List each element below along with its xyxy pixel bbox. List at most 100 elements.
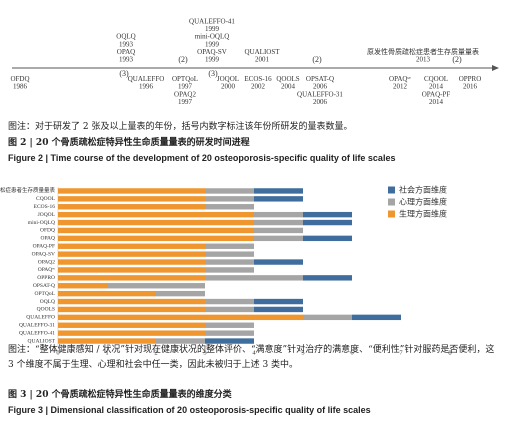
scale-name: QUALIOST <box>245 48 281 56</box>
bar-segment <box>58 267 205 273</box>
bar-segment <box>58 283 107 289</box>
scale-name: OPAQ2 <box>174 90 196 98</box>
legend-swatch <box>388 186 395 194</box>
year-count: (3) <box>119 69 129 78</box>
y-tick-label: QUALEFFO <box>26 315 55 321</box>
bar-segment <box>58 188 205 194</box>
y-tick-label: OPAQˢᵛ <box>38 267 56 273</box>
scale-year: 1986 <box>13 83 28 91</box>
scale-name: CQOOL <box>424 75 448 83</box>
y-tick-label: 原发性骨质疏松症患者生存质量量表 <box>0 186 55 194</box>
bar-segment <box>205 243 254 249</box>
x-tick-label: 7 <box>399 349 403 356</box>
scale-name: QUALEFFO-31 <box>297 90 343 98</box>
scale-year: 1993 <box>119 56 134 64</box>
year-count: (2) <box>312 55 322 64</box>
y-tick-label: ECOS-16 <box>34 204 56 210</box>
bar-segment <box>58 322 205 328</box>
y-tick-label: JOQOL <box>38 212 56 218</box>
bar-segment <box>205 306 254 313</box>
y-tick-label: QUALEFFO-31 <box>19 323 55 329</box>
bar-segment <box>303 314 352 321</box>
scale-name: JOQOL <box>217 75 239 83</box>
y-tick-label: mini-OQLQ <box>28 220 55 226</box>
bar-segment <box>205 267 254 273</box>
legend-label: 心理方面维度 <box>399 197 447 207</box>
bar-segment <box>205 196 254 202</box>
y-tick-label: OPAQ-PF <box>33 244 55 250</box>
scale-year: 1999 <box>205 40 220 48</box>
bar-segment <box>58 330 205 336</box>
bar-segment <box>205 204 254 210</box>
bar-segment <box>254 219 303 226</box>
bar-segment <box>58 314 303 321</box>
legend-swatch <box>388 210 395 218</box>
x-tick-label: 2 <box>154 349 157 356</box>
scale-year: 2014 <box>429 98 444 106</box>
y-tick-label: OPAQ2 <box>38 259 55 265</box>
year-count: (2) <box>178 55 188 64</box>
scale-year: 2002 <box>251 83 266 91</box>
bar-segment <box>107 283 205 289</box>
scale-year: 1997 <box>178 98 193 106</box>
y-tick-label: QOOLS <box>37 307 55 313</box>
figure3-note: 图注：“整体健康感知 / 状况”针对现在健康状况的整体评价、“满意度”针对治疗的… <box>8 345 495 370</box>
scale-year: 2000 <box>221 83 236 91</box>
bar-segment <box>58 275 205 281</box>
scale-year: 2012 <box>393 83 408 91</box>
legend-label: 社会方面维度 <box>399 185 447 195</box>
bar-segment <box>58 204 205 210</box>
scale-year: 1996 <box>139 83 154 91</box>
bar-segment <box>303 275 352 281</box>
bar-segment <box>58 235 254 242</box>
year-count: (3) <box>208 69 218 78</box>
bar-segment <box>205 251 254 257</box>
x-tick-label: 8 <box>448 349 451 356</box>
bar-segment <box>58 219 254 226</box>
scale-name: OPAQ <box>117 48 135 56</box>
scale-name: QUALEFFO <box>128 75 165 83</box>
scale-name: mini-OQLQ <box>195 33 230 41</box>
timeline-arrow <box>492 65 499 71</box>
bar-segment <box>58 298 205 305</box>
figure3-title-en: Figure 3 | Dimensional classification of… <box>8 405 371 415</box>
scale-name: OPAQ-SV <box>197 48 227 56</box>
bar-segment <box>352 314 401 321</box>
y-tick-label: OQLQ <box>40 299 55 305</box>
y-tick-label: QUALIOST <box>28 338 56 344</box>
bar-segment <box>58 251 205 257</box>
scale-name: OPAQˢᵛ <box>389 75 412 83</box>
x-tick-label: 4 <box>252 349 256 356</box>
figure2-note: 图注：对于研发了 2 张及以上量表的年份，括号内数字标注该年份所研发的量表数量。 <box>8 122 353 132</box>
scale-year: 2013 <box>416 56 431 64</box>
y-tick-label: OPTQoL <box>35 291 56 297</box>
bar-segment <box>58 227 254 234</box>
scale-name: OPPRO <box>459 75 482 83</box>
scale-name: OPTQoL <box>172 75 198 83</box>
bar-segment <box>205 188 254 194</box>
scale-year: 2006 <box>313 98 328 106</box>
x-tick-label: 1 <box>105 349 108 356</box>
bar-segment <box>156 338 205 344</box>
scale-name: QOOLS <box>276 75 299 83</box>
y-tick-label: CQOOL <box>36 196 56 202</box>
bar-segment <box>254 227 303 234</box>
bar-segment <box>254 259 303 265</box>
scale-year: 1999 <box>205 25 220 33</box>
scale-year: 2001 <box>255 56 270 64</box>
x-tick-label: 3 <box>203 349 206 356</box>
x-tick-label: 0 <box>56 349 59 356</box>
x-tick-label: 6 <box>350 349 354 356</box>
bar-chart: 0 1 2 3 4 5 6 7 8 原发性骨质疏松症患者生存质量量表 CQOOL ECOS-16 JOQ… <box>0 185 452 357</box>
scale-year: 1997 <box>178 83 193 91</box>
bar-segment <box>254 211 303 218</box>
legend-label: 生理方面维度 <box>399 209 447 219</box>
figure2-title-zh: 图 2 | 20 个骨质疏松症特异性生命质量量表的研发时间进程 <box>8 138 250 148</box>
bar-segment <box>254 298 303 305</box>
scale-year: 2016 <box>463 83 478 91</box>
bar-segment <box>205 330 254 336</box>
bar-segment <box>58 338 156 344</box>
year-count: (2) <box>452 55 462 64</box>
y-tick-label: OPPRO <box>37 275 55 281</box>
